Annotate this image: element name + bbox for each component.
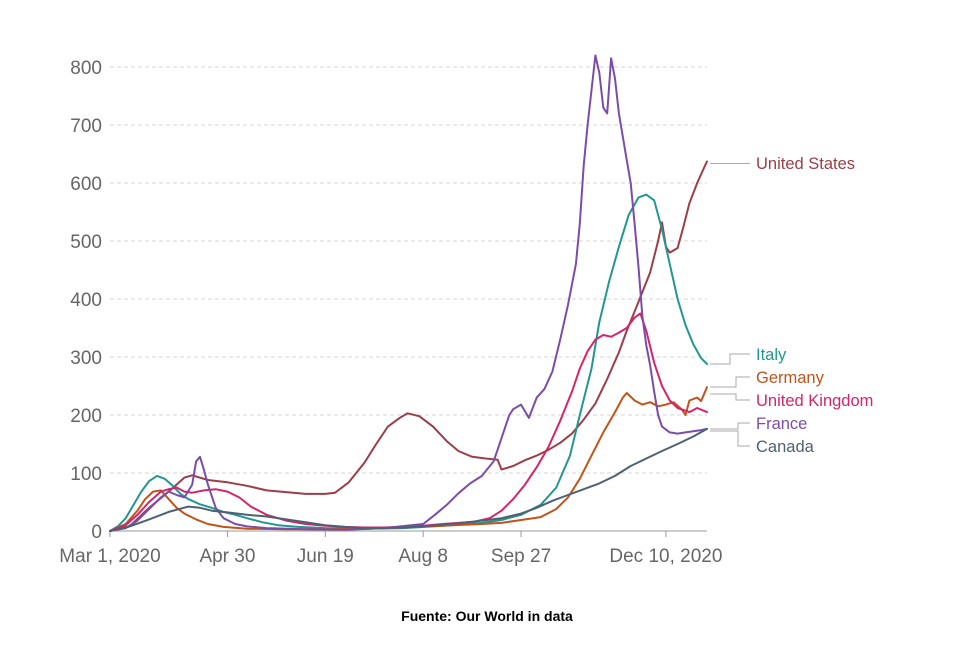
label-canada: Canada <box>756 438 815 456</box>
y-tick-label: 100 <box>70 464 102 485</box>
x-tick-label: Apr 30 <box>199 546 255 567</box>
label-germany: Germany <box>756 369 825 387</box>
x-tick-label: Mar 1, 2020 <box>59 546 160 567</box>
y-tick-label: 500 <box>70 232 102 253</box>
y-tick-label: 0 <box>91 522 102 543</box>
x-tick-label: Dec 10, 2020 <box>609 546 722 567</box>
series-line-united-kingdom <box>109 312 708 532</box>
connector-germany <box>710 376 750 388</box>
y-tick-label: 200 <box>70 406 102 427</box>
y-tick-label: 800 <box>70 58 102 79</box>
series-labels: United States Italy Germany United Kingd… <box>710 155 873 456</box>
y-tick-label: 700 <box>70 116 102 137</box>
series-line-united-states <box>109 160 708 532</box>
y-tick-label: 600 <box>70 174 102 195</box>
connector-united-kingdom <box>710 393 750 401</box>
label-united-states: United States <box>756 155 855 173</box>
x-tick-label: Jun 19 <box>297 546 354 567</box>
axes: 0 100 200 300 400 500 600 700 800 Mar 1, 2020 Apr … <box>59 58 722 567</box>
connector-italy <box>710 353 750 365</box>
label-united-kingdom: United Kingdom <box>756 392 873 410</box>
series-line-canada <box>109 427 708 532</box>
series-line-italy <box>109 193 708 532</box>
source-caption: Fuente: Our World in data <box>401 608 573 624</box>
y-tick-label: 400 <box>70 290 102 311</box>
label-france: France <box>756 415 807 433</box>
grid-lines <box>110 66 707 474</box>
x-tick-label: Aug 8 <box>398 546 448 567</box>
connector-canada <box>710 430 750 447</box>
x-tick-label: Sep 27 <box>491 546 551 567</box>
series-lines <box>109 54 708 532</box>
series-line-germany <box>109 386 708 532</box>
y-tick-label: 300 <box>70 348 102 369</box>
connector-france <box>710 422 750 430</box>
series-line-france <box>109 54 708 532</box>
label-italy: Italy <box>756 346 787 364</box>
